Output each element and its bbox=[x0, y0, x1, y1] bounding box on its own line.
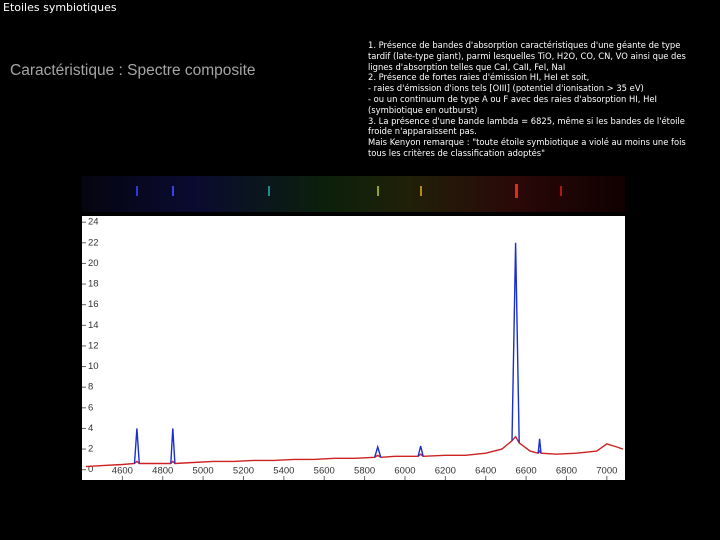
y-tick-label: 8 bbox=[88, 382, 93, 393]
y-tick-label: 4 bbox=[88, 423, 93, 434]
x-tick-label: 6800 bbox=[556, 466, 577, 477]
paragraph-line: lignes d'absorption telles que CaI, CaII… bbox=[368, 61, 566, 72]
paragraph: 1. Présence de bandes d'absorption carac… bbox=[368, 40, 718, 159]
paragraph-line: 3. La présence d'une bande lambda = 6825… bbox=[368, 115, 685, 126]
x-tick-label: 5400 bbox=[273, 466, 294, 477]
y-tick-label: 12 bbox=[88, 340, 99, 351]
spectrum-strip bbox=[82, 176, 625, 212]
y-tick-label: 22 bbox=[88, 237, 99, 248]
y-tick-label: 24 bbox=[88, 217, 99, 228]
x-tick-label: 5800 bbox=[354, 466, 375, 477]
plot-area bbox=[82, 216, 625, 480]
spectrum-lines bbox=[136, 184, 562, 198]
y-tick-label: 16 bbox=[88, 299, 99, 310]
heading: Caractéristique : Spectre composite bbox=[10, 62, 256, 79]
y-tick-label: 10 bbox=[88, 361, 99, 372]
paragraph-line: - ou un continuum de type A ou F avec de… bbox=[368, 93, 658, 104]
y-tick-label: 0 bbox=[88, 464, 93, 475]
slide-title: Etoiles symbiotiques bbox=[3, 1, 117, 14]
paragraph-line: 1. Présence de bandes d'absorption carac… bbox=[368, 40, 681, 50]
paragraph-line: - raies d'émission d'ions tels [OIII] (p… bbox=[368, 83, 644, 94]
paragraph-line: froide n'apparaissent pas. bbox=[368, 126, 477, 137]
y-tick-label: 2 bbox=[88, 444, 93, 455]
x-tick-label: 6200 bbox=[435, 466, 456, 477]
x-tick-label: 5200 bbox=[233, 466, 254, 477]
x-tick-label: 6000 bbox=[394, 466, 415, 477]
x-tick-label: 4800 bbox=[152, 466, 173, 477]
x-tick-label: 7000 bbox=[596, 466, 617, 477]
paragraph-line: (symbiotique en outburst) bbox=[368, 104, 478, 115]
x-tick-label: 6600 bbox=[516, 466, 537, 477]
x-tick-label: 5000 bbox=[193, 466, 214, 477]
paragraph-line: tardif (late-type giant), parmi lesquell… bbox=[368, 50, 686, 61]
x-tick-label: 5600 bbox=[314, 466, 335, 477]
x-tick-label: 4600 bbox=[112, 466, 133, 477]
paragraph-line: Mais Kenyon remarque : "toute étoile sym… bbox=[368, 137, 686, 148]
x-tick-label: 6400 bbox=[475, 466, 496, 477]
y-tick-label: 20 bbox=[88, 258, 99, 269]
y-tick-label: 6 bbox=[88, 402, 93, 413]
paragraph-line: 2. Présence de fortes raies d'émission H… bbox=[368, 72, 590, 83]
y-tick-label: 18 bbox=[88, 279, 99, 290]
spectrum-line bbox=[133, 242, 542, 464]
paragraph-line: tous les critères de classification adop… bbox=[368, 147, 545, 158]
y-tick-label: 14 bbox=[88, 320, 99, 331]
